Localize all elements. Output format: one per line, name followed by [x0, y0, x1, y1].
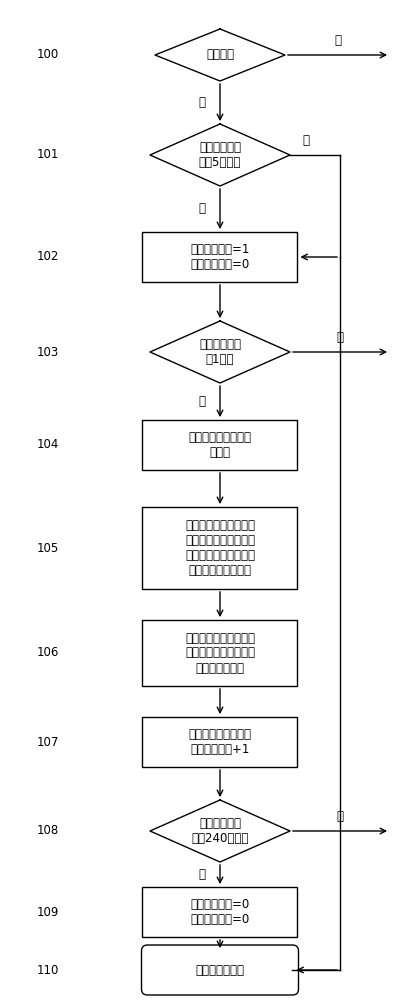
- Text: 回到正常主循环: 回到正常主循环: [195, 964, 244, 976]
- Bar: [142, 717, 297, 767]
- Text: 105: 105: [37, 542, 59, 554]
- Text: 否: 否: [336, 331, 342, 344]
- Text: 误差显示标志
为1判断: 误差显示标志 为1判断: [198, 338, 241, 366]
- Text: 是: 是: [198, 202, 205, 216]
- Text: 109: 109: [37, 906, 59, 918]
- Text: 根据当前实时功率，读
取出厂误差曲线数据的
对应功率点前后两个相
邻测试点的误差数据: 根据当前实时功率，读 取出厂误差曲线数据的 对应功率点前后两个相 邻测试点的误差…: [184, 519, 254, 577]
- Text: 是: 是: [198, 395, 205, 408]
- Text: 显示误差标志=1
误差显示计时=0: 显示误差标志=1 误差显示计时=0: [190, 243, 249, 271]
- Bar: [142, 507, 297, 589]
- Bar: [142, 620, 297, 686]
- Text: 误差显示计时
大于240秒判断: 误差显示计时 大于240秒判断: [191, 817, 248, 845]
- Text: 102: 102: [37, 250, 59, 263]
- Text: 显示理想误差数据，
误差显示计时+1: 显示理想误差数据， 误差显示计时+1: [188, 728, 251, 756]
- Text: 否: 否: [301, 134, 308, 147]
- Text: 将前后两个相邻测试点
的误差数据取均値，作
为理想误差数据: 将前后两个相邻测试点 的误差数据取均値，作 为理想误差数据: [184, 632, 254, 674]
- Text: 是: 是: [198, 868, 205, 881]
- Bar: [142, 420, 297, 470]
- Text: 104: 104: [37, 438, 59, 452]
- Text: 显示按键长按
大于5秒判断: 显示按键长按 大于5秒判断: [198, 141, 241, 169]
- Text: 106: 106: [37, 647, 59, 660]
- Text: 读取计量芯片当前实
时功率: 读取计量芯片当前实 时功率: [188, 431, 251, 459]
- Text: 108: 108: [37, 824, 59, 838]
- Text: 107: 107: [37, 736, 59, 748]
- Text: 100: 100: [37, 48, 59, 62]
- Text: 101: 101: [37, 148, 59, 161]
- Text: 否: 否: [336, 810, 342, 823]
- Text: 是: 是: [198, 96, 205, 109]
- Bar: [142, 232, 297, 282]
- Text: 显示误差标志=0
误差显示计时=0: 显示误差标志=0 误差显示计时=0: [190, 898, 249, 926]
- Text: 110: 110: [37, 964, 59, 976]
- Text: 否: 否: [333, 34, 340, 47]
- Text: 整秒判断: 整秒判断: [205, 48, 233, 62]
- Text: 103: 103: [37, 346, 59, 359]
- Bar: [142, 887, 297, 937]
